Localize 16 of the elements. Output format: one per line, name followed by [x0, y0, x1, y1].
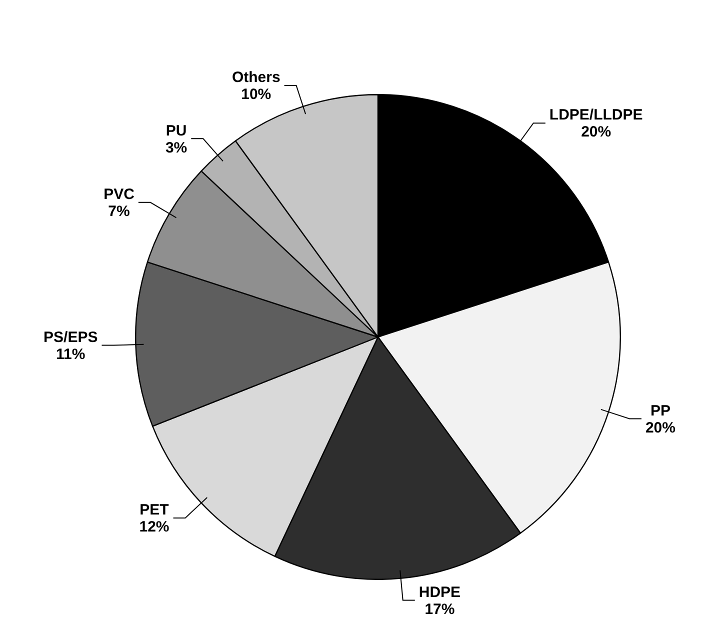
- data-label: 20%: [581, 124, 612, 141]
- slice-label: PU: [166, 122, 187, 140]
- data-label: 10%: [241, 86, 272, 104]
- data-label: 12%: [139, 518, 170, 536]
- slice-label: PET: [140, 502, 169, 519]
- data-label: 20%: [645, 419, 676, 436]
- slice-label: LDPE/LLDPE: [549, 106, 643, 124]
- slice-label: PP: [650, 402, 670, 420]
- data-label: 17%: [424, 600, 455, 618]
- data-label: 3%: [165, 139, 188, 156]
- slice-label: HDPE: [418, 584, 461, 601]
- data-label: 7%: [108, 203, 130, 220]
- data-label: 11%: [56, 346, 86, 363]
- slice-label: PS/EPS: [44, 328, 98, 346]
- slice-label: Others: [232, 69, 280, 86]
- slice-label: PVC: [104, 186, 135, 204]
